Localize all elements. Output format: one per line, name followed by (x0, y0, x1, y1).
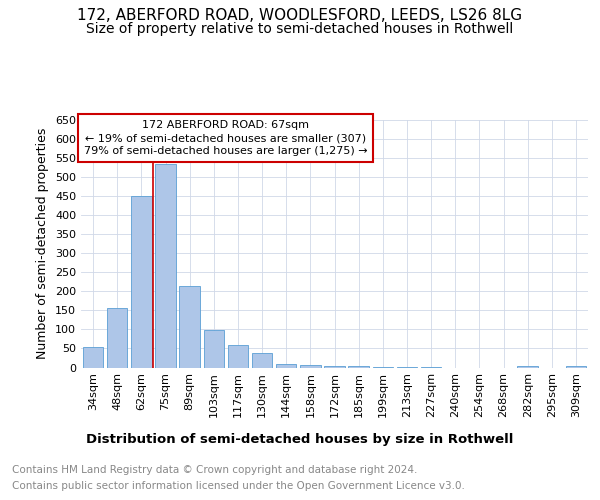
Text: Contains HM Land Registry data © Crown copyright and database right 2024.: Contains HM Land Registry data © Crown c… (12, 465, 418, 475)
Text: Size of property relative to semi-detached houses in Rothwell: Size of property relative to semi-detach… (86, 22, 514, 36)
Bar (131, 196, 152, 368)
Bar (324, 366, 345, 368)
Bar (517, 366, 538, 368)
Y-axis label: Number of semi-detached properties: Number of semi-detached properties (37, 128, 49, 360)
Bar (300, 365, 320, 368)
Text: Contains public sector information licensed under the Open Government Licence v3: Contains public sector information licen… (12, 481, 465, 491)
Bar (83, 348, 103, 368)
Bar (373, 366, 393, 368)
Bar (566, 366, 586, 368)
Bar (349, 366, 369, 368)
Text: Distribution of semi-detached houses by size in Rothwell: Distribution of semi-detached houses by … (86, 432, 514, 446)
Bar (107, 308, 127, 368)
Bar (252, 354, 272, 368)
Bar (227, 346, 248, 368)
Bar (276, 364, 296, 368)
Bar (155, 164, 176, 368)
Text: 172 ABERFORD ROAD: 67sqm
← 19% of semi-detached houses are smaller (307)
79% of : 172 ABERFORD ROAD: 67sqm ← 19% of semi-d… (83, 120, 367, 156)
Bar (179, 286, 200, 368)
Bar (203, 330, 224, 368)
Text: 172, ABERFORD ROAD, WOODLESFORD, LEEDS, LS26 8LG: 172, ABERFORD ROAD, WOODLESFORD, LEEDS, … (77, 8, 523, 22)
